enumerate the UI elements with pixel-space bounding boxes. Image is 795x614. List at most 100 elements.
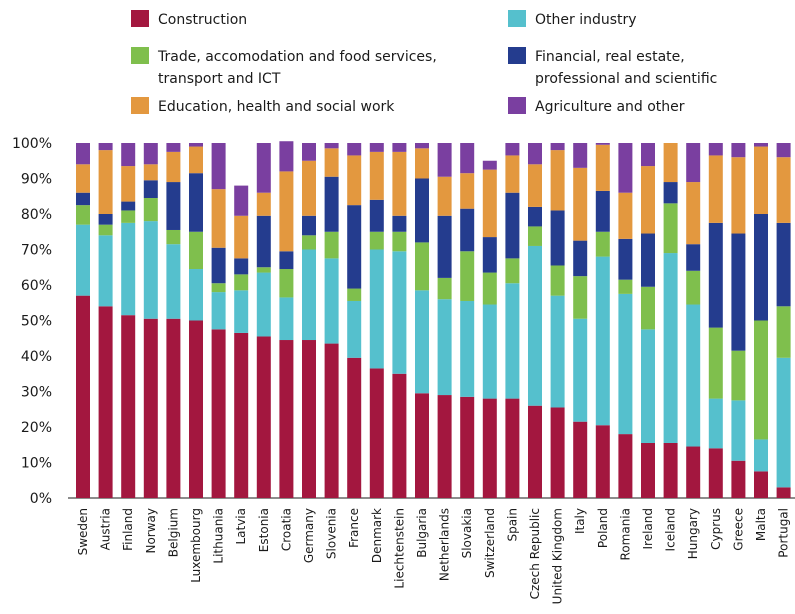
bar-segment [279,340,294,498]
bar-segment [618,238,633,280]
bar-stack-iceland [663,143,678,498]
bar-segment [256,215,271,268]
bar-segment [460,208,475,252]
bar-segment [347,205,362,289]
bar-segment [641,442,655,498]
bar-segment [505,258,520,284]
bar-segment [437,176,452,216]
bar-segment [76,164,90,193]
bar-segment [211,329,226,499]
bar-segment [573,167,588,241]
x-tick-label: Lithuania [212,508,226,564]
bar-segment [347,357,362,498]
bar-segment [76,295,90,498]
bar-segment [121,315,136,498]
bar-segment [369,368,384,498]
bar-segment [686,304,701,447]
bar-segment [550,407,565,498]
bar-segment [302,340,316,498]
bar-segment [731,350,746,401]
bar-stack-belgium [166,143,181,498]
bar-segment [392,215,407,232]
legend-item: Trade, accomodation and food services, tr… [131,47,437,87]
bar-segment [302,143,316,161]
x-tick-label: Estonia [257,508,271,552]
legend-label: Agriculture and other [535,99,685,115]
bar-segment [641,166,655,234]
bar-segment [189,231,203,270]
bar-segment [392,231,407,252]
bar-segment [437,277,452,300]
bar-segment [392,143,407,152]
bar-segment [256,336,271,498]
bar-segment [663,253,678,443]
bar-stack-slovakia [460,143,475,498]
y-tick-label: 0% [30,491,52,507]
bar-segment [392,251,407,374]
bar-segment [143,198,158,222]
y-tick-label: 100% [12,136,52,152]
bar-segment [528,226,542,246]
y-tick-label: 30% [21,385,52,401]
bar-segment [76,192,90,206]
x-tick-label: Sweden [76,508,90,555]
bar-segment [618,192,633,239]
bar-stack-estonia [256,143,271,498]
bar-segment [347,300,362,358]
bar-stack-hungary [686,143,701,498]
bar-segment [76,143,90,165]
bar-segment [708,448,723,498]
legend-swatch [131,47,149,64]
bar-segment [189,143,203,147]
bar-segment [731,143,746,158]
bar-segment [754,214,768,321]
bar-segment [708,222,723,328]
bar-segment [460,173,475,209]
y-tick-label: 20% [21,420,52,436]
y-tick-label: 80% [21,207,52,223]
bar-stack-slovenia [324,143,339,498]
bar-segment [211,292,226,330]
bar-segment [143,221,158,319]
bar-segment [234,258,249,275]
bar-segment [121,210,136,223]
x-tick-label: Netherlands [438,508,452,581]
legend-swatch [131,97,149,114]
legend-item: Construction [131,10,247,28]
bar-segment [528,143,542,165]
bar-stack-latvia [234,185,249,498]
bar-segment [189,146,203,174]
bar-segment [369,249,384,369]
bar-segment [279,297,294,341]
bar-stack-romania [618,143,633,498]
bar-segment [166,182,181,230]
bar-segment [731,157,746,234]
legend-label: Other industry [535,12,637,28]
y-tick-label: 60% [21,278,52,294]
bar-segment [98,224,113,236]
legend: Construction Other industry Trade, accomod… [131,10,717,115]
bar-segment [98,150,113,214]
bar-segment [641,233,655,287]
bar-segment [595,190,610,232]
bar-stack-sweden [76,143,90,498]
bar-segment [776,222,791,307]
bar-segment [482,304,497,399]
bar-segment [302,160,316,216]
bar-segment [595,425,610,498]
bar-segment [256,143,271,193]
bar-stack-switzerland [482,160,497,498]
bar-segment [754,471,768,499]
bar-segment [708,327,723,399]
bar-segment [256,267,271,273]
bar-segment [437,395,452,498]
bar-segment [211,247,226,284]
bar-segment [482,398,497,498]
bar-segment [302,215,316,236]
bar-segment [641,286,655,330]
x-tick-label: Malta [754,508,768,541]
bar-segment [392,151,407,216]
bar-segment [324,143,339,149]
bar-segment [573,240,588,277]
bar-segment [686,182,701,245]
